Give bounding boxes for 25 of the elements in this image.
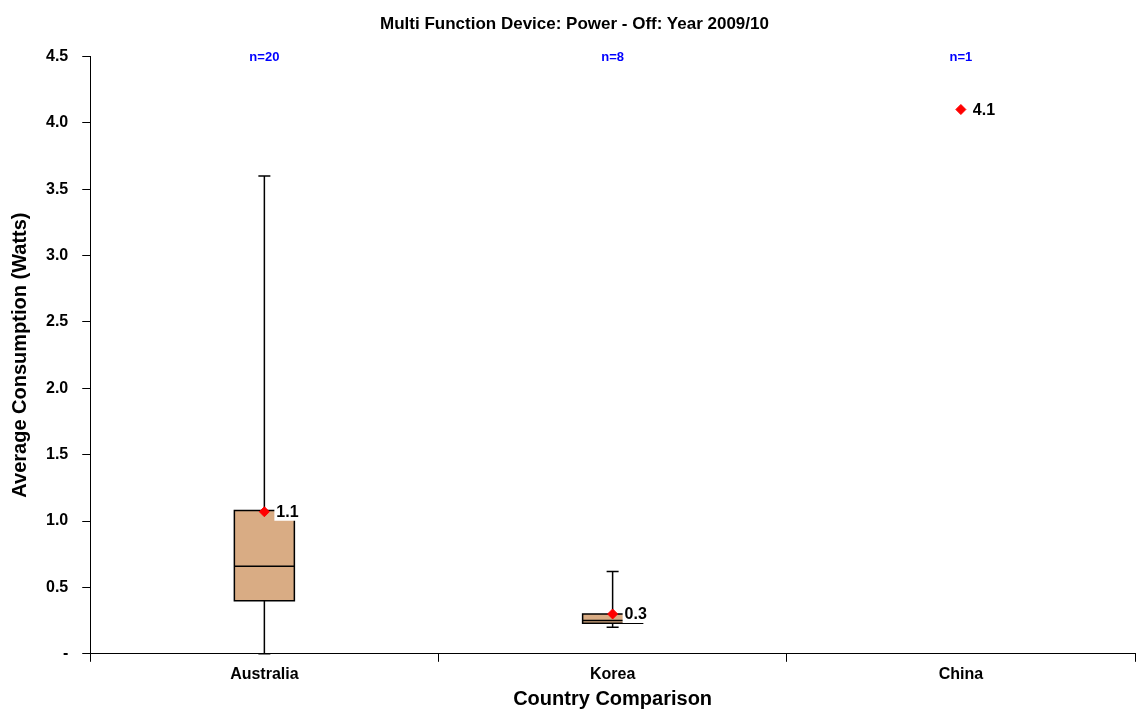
y-tick-label: 4.5 — [45, 46, 69, 64]
y-tick-label: 1.0 — [45, 511, 69, 529]
chart-title: Multi Function Device: Power - Off: Year 2009/10 — [380, 13, 769, 33]
y-tick-label: 2.0 — [45, 378, 69, 396]
y-axis-title: Average Consumption (Watts) — [7, 212, 30, 498]
data-label: 1.1 — [276, 503, 299, 521]
point — [955, 104, 967, 115]
x-tick-label: Australia — [230, 664, 299, 682]
point — [258, 506, 270, 518]
y-tick-label: 3.0 — [45, 245, 69, 263]
annotation: n=20 — [249, 48, 280, 64]
x-tick-label: Korea — [589, 664, 636, 682]
annotation: n=8 — [601, 48, 624, 64]
y-tick-label: 3.5 — [45, 179, 69, 197]
data-label: 0.3 — [624, 605, 647, 623]
y-tick-label: - — [62, 644, 69, 662]
data-label: 4.1 — [972, 100, 996, 118]
annotation: n=1 — [949, 48, 973, 64]
x-axis-title: Country Comparison — [513, 686, 713, 709]
x-tick-label: China — [938, 664, 984, 682]
y-tick-label: 2.5 — [45, 312, 69, 330]
y-tick-label: 1.5 — [45, 445, 69, 463]
point — [607, 608, 619, 620]
y-tick-label: 4.0 — [45, 113, 69, 131]
y-tick-label: 0.5 — [45, 577, 69, 595]
